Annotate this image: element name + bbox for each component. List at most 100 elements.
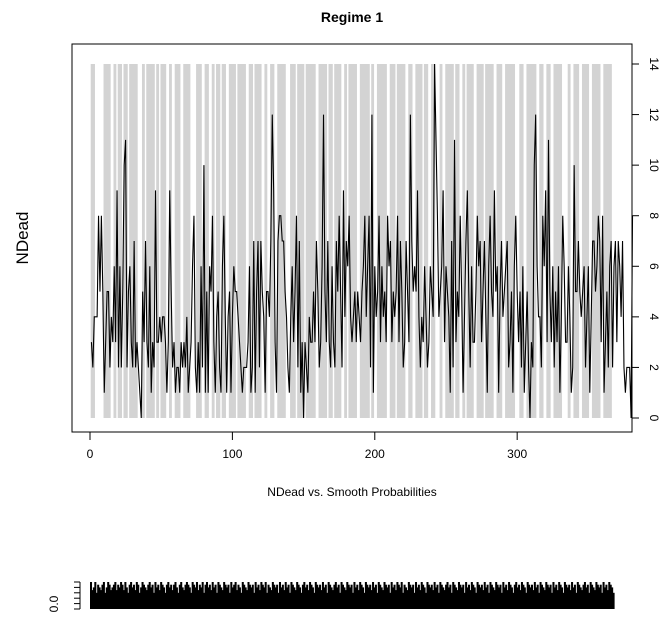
probability-bar <box>354 587 357 609</box>
probability-bar <box>359 582 362 609</box>
probability-bar <box>598 587 601 609</box>
probability-bar <box>251 584 254 609</box>
regime-band <box>445 64 454 418</box>
probability-bar <box>578 584 581 609</box>
probability-bar <box>602 582 605 609</box>
probability-bar <box>455 587 458 609</box>
probability-bar <box>173 584 176 609</box>
probability-bar <box>171 590 174 609</box>
probability-bar <box>170 584 173 609</box>
probability-bar <box>453 584 456 609</box>
probability-bar <box>439 582 442 609</box>
probability-bar <box>463 592 466 609</box>
regime-band <box>573 64 580 418</box>
probability-bar <box>214 584 217 609</box>
probability-bar <box>510 587 513 609</box>
probability-bar <box>579 587 582 609</box>
probability-bar <box>224 584 227 609</box>
probability-bar <box>409 584 412 609</box>
regime-band <box>228 64 236 418</box>
probability-bar <box>509 584 512 609</box>
probability-bar <box>393 584 396 609</box>
probability-bar <box>319 584 322 609</box>
probability-bar <box>102 582 105 609</box>
probability-bar <box>586 584 589 609</box>
bottom-y-axis: 0.0 <box>47 581 81 612</box>
probability-bar <box>400 582 403 609</box>
probability-bar <box>306 584 309 609</box>
probability-bar <box>226 587 229 609</box>
x-tick-label: 300 <box>507 447 527 461</box>
probability-bar <box>556 590 559 609</box>
regime-band <box>389 64 396 418</box>
probability-bar <box>296 582 299 609</box>
regime-band <box>539 64 544 418</box>
probability-bar <box>536 584 539 609</box>
probability-bar <box>542 587 545 609</box>
probability-bar <box>333 584 336 609</box>
probability-bar <box>572 587 575 609</box>
regime-band <box>237 64 246 418</box>
probability-bar <box>205 582 208 609</box>
probability-bar <box>508 582 511 609</box>
probability-bar <box>117 584 120 609</box>
probability-bar <box>436 584 439 609</box>
regime-band <box>376 64 387 418</box>
probability-bar <box>446 582 449 609</box>
probability-bar <box>515 582 518 609</box>
regime-band <box>439 64 443 418</box>
probability-bar <box>213 587 216 609</box>
probability-bar <box>493 590 496 609</box>
regime-band <box>455 64 460 418</box>
probability-bar <box>98 587 101 609</box>
probability-bar <box>403 584 406 609</box>
probability-bar <box>352 592 355 609</box>
probability-bar <box>397 584 400 609</box>
probability-bar <box>164 592 167 609</box>
probability-bar <box>130 582 133 609</box>
probability-bar <box>583 582 586 609</box>
probability-bar <box>258 590 261 609</box>
probability-bar <box>347 584 350 609</box>
probability-bar <box>304 587 307 609</box>
probability-bar <box>369 584 372 609</box>
probability-bar <box>490 584 493 609</box>
probability-bar <box>399 587 402 609</box>
probability-bar <box>382 590 385 609</box>
probability-bar <box>290 582 293 609</box>
probability-bar <box>526 582 529 609</box>
probability-bar <box>247 582 250 609</box>
probability-bar <box>91 590 94 609</box>
y-tick-label: 0 <box>647 415 660 422</box>
probability-bar <box>343 587 346 609</box>
probability-bar <box>506 590 509 609</box>
probability-bar <box>423 587 426 609</box>
probability-bar <box>605 584 608 609</box>
probability-bar <box>609 584 612 609</box>
probability-bar <box>144 587 147 609</box>
regime-band <box>581 64 590 418</box>
regime-band <box>196 64 202 418</box>
smooth-probability-bars <box>90 582 615 609</box>
probability-bar <box>555 584 558 609</box>
probability-bar <box>107 582 110 609</box>
probability-bar <box>341 584 345 609</box>
regime-band <box>462 64 466 418</box>
probability-bar <box>483 582 486 609</box>
probability-bar <box>270 590 273 609</box>
probability-bar <box>562 592 565 609</box>
y-tick-label: 10 <box>647 158 660 172</box>
probability-bar <box>419 590 422 609</box>
probability-bar <box>177 592 180 609</box>
probability-bar <box>297 584 300 609</box>
probability-bar <box>313 592 316 609</box>
probability-bar <box>200 587 203 609</box>
probability-bar <box>115 590 118 609</box>
probability-bar <box>152 592 156 609</box>
probability-bar <box>466 587 469 609</box>
probability-bar <box>215 592 219 609</box>
probability-bar <box>513 584 516 609</box>
probability-bar <box>346 582 349 609</box>
